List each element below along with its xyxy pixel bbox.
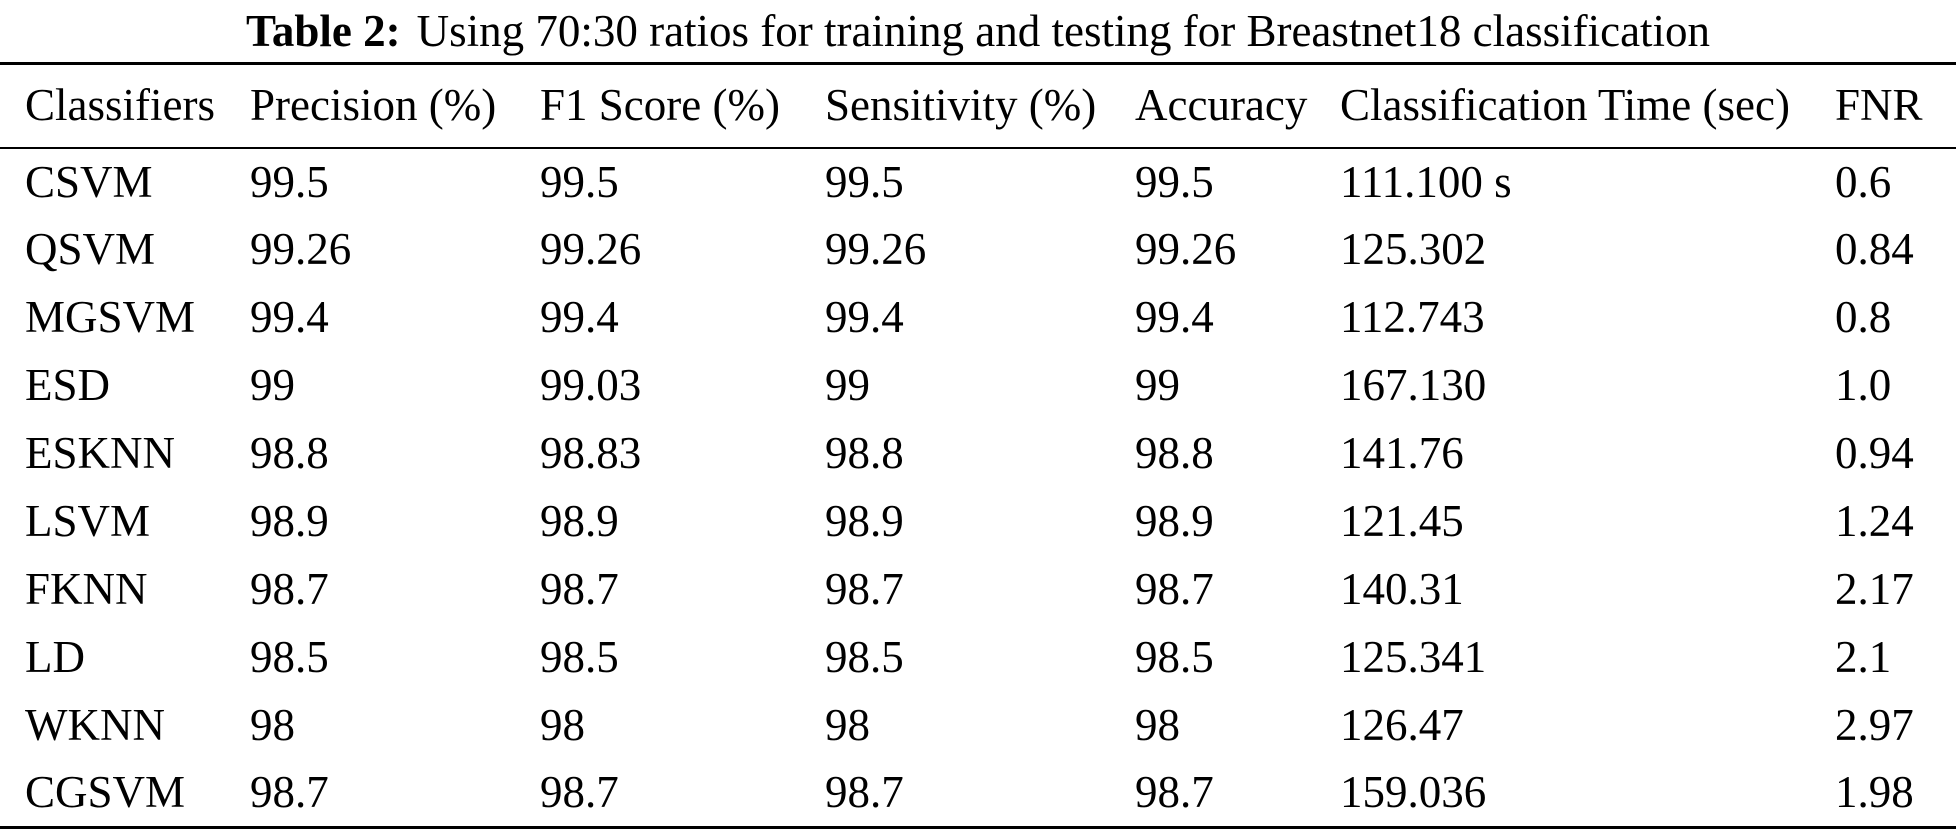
cell-fnr: 1.0 <box>1835 360 1892 410</box>
cell-precision: 98.9 <box>250 496 329 546</box>
cell-precision: 99 <box>250 360 295 410</box>
cell-precision: 99.5 <box>250 156 329 207</box>
cell-sensitivity: 98.5 <box>825 632 904 682</box>
cell-accuracy: 98.5 <box>1135 632 1214 682</box>
cell-precision: 98 <box>250 700 295 750</box>
cell-classifier: LD <box>25 632 85 682</box>
cell-classification-time: 125.341 <box>1340 632 1487 682</box>
header-classifiers: Classifiers <box>25 80 215 131</box>
cell-fnr: 1.24 <box>1835 496 1914 546</box>
cell-precision: 98.5 <box>250 632 329 682</box>
cell-sensitivity: 99.5 <box>825 156 904 207</box>
cell-fnr: 0.8 <box>1835 292 1892 342</box>
cell-classification-time: 121.45 <box>1340 496 1464 546</box>
cell-classification-time: 112.743 <box>1340 292 1485 342</box>
cell-f1-score: 98.7 <box>540 564 619 614</box>
cell-fnr: 1.98 <box>1835 767 1914 818</box>
cell-sensitivity: 98.7 <box>825 767 904 818</box>
cell-sensitivity: 99 <box>825 360 870 410</box>
cell-classifier: ESD <box>25 360 111 410</box>
cell-accuracy: 98.7 <box>1135 564 1214 614</box>
cell-accuracy: 99 <box>1135 360 1180 410</box>
cell-fnr: 0.94 <box>1835 428 1914 478</box>
cell-fnr: 0.6 <box>1835 156 1892 207</box>
cell-precision: 99.4 <box>250 292 329 342</box>
table-row: ESKNN 98.8 98.83 98.8 98.8 141.76 0.94 <box>0 420 1956 488</box>
table-row: LD 98.5 98.5 98.5 98.5 125.341 2.1 <box>0 624 1956 692</box>
cell-classification-time: 126.47 <box>1340 700 1464 750</box>
cell-f1-score: 98.5 <box>540 632 619 682</box>
cell-sensitivity: 98.8 <box>825 428 904 478</box>
table-row: WKNN 98 98 98 98 126.47 2.97 <box>0 692 1956 760</box>
cell-fnr: 0.84 <box>1835 224 1914 274</box>
table-header-row: Classifiers Precision (%) F1 Score (%) S… <box>0 64 1956 148</box>
cell-sensitivity: 98.7 <box>825 564 904 614</box>
cell-precision: 99.26 <box>250 224 352 274</box>
cell-f1-score: 98.9 <box>540 496 619 546</box>
header-precision: Precision (%) <box>250 80 497 131</box>
cell-classification-time: 159.036 <box>1340 767 1487 818</box>
table-row: MGSVM 99.4 99.4 99.4 99.4 112.743 0.8 <box>0 284 1956 352</box>
header-fnr: FNR <box>1835 80 1923 131</box>
table-row: ESD 99 99.03 99 99 167.130 1.0 <box>0 352 1956 420</box>
cell-classifier: FKNN <box>25 564 148 614</box>
cell-accuracy: 98 <box>1135 700 1180 750</box>
cell-classifier: WKNN <box>25 700 165 750</box>
cell-precision: 98.7 <box>250 767 329 818</box>
cell-classification-time: 141.76 <box>1340 428 1464 478</box>
cell-classifier: CGSVM <box>25 767 186 818</box>
cell-f1-score: 99.03 <box>540 360 642 410</box>
cell-f1-score: 98.7 <box>540 767 619 818</box>
table-caption-label: Table 2: <box>245 5 401 56</box>
cell-accuracy: 99.5 <box>1135 156 1214 207</box>
cell-classifier: MGSVM <box>25 292 196 342</box>
cell-sensitivity: 98 <box>825 700 870 750</box>
cell-precision: 98.7 <box>250 564 329 614</box>
cell-sensitivity: 99.26 <box>825 224 927 274</box>
table-row: CSVM 99.5 99.5 99.5 99.5 111.100 s 0.6 <box>0 148 1956 216</box>
table-row: FKNN 98.7 98.7 98.7 98.7 140.31 2.17 <box>0 556 1956 624</box>
header-sensitivity: Sensitivity (%) <box>825 80 1097 131</box>
header-accuracy: Accuracy <box>1135 80 1308 131</box>
table-caption-text: Using 70:30 ratios for training and test… <box>416 5 1711 56</box>
cell-sensitivity: 98.9 <box>825 496 904 546</box>
cell-f1-score: 98.83 <box>540 428 642 478</box>
table-row: QSVM 99.26 99.26 99.26 99.26 125.302 0.8… <box>0 216 1956 284</box>
header-f1-score: F1 Score (%) <box>540 80 780 131</box>
cell-f1-score: 99.26 <box>540 224 642 274</box>
cell-classifier: LSVM <box>25 496 151 546</box>
cell-accuracy: 98.8 <box>1135 428 1214 478</box>
cell-classification-time: 167.130 <box>1340 360 1487 410</box>
table-row: CGSVM 98.7 98.7 98.7 98.7 159.036 1.98 <box>0 760 1956 828</box>
cell-sensitivity: 99.4 <box>825 292 904 342</box>
results-table: Classifiers Precision (%) F1 Score (%) S… <box>0 62 1956 829</box>
cell-f1-score: 99.5 <box>540 156 619 207</box>
table-caption: Table 2: Using 70:30 ratios for training… <box>0 0 1956 62</box>
cell-f1-score: 99.4 <box>540 292 619 342</box>
header-classification-time: Classification Time (sec) <box>1340 80 1790 131</box>
cell-fnr: 2.17 <box>1835 564 1914 614</box>
cell-precision: 98.8 <box>250 428 329 478</box>
table-row: LSVM 98.9 98.9 98.9 98.9 121.45 1.24 <box>0 488 1956 556</box>
cell-fnr: 2.1 <box>1835 632 1892 682</box>
cell-classification-time: 125.302 <box>1340 224 1487 274</box>
cell-classifier: CSVM <box>25 156 153 207</box>
cell-accuracy: 98.7 <box>1135 767 1214 818</box>
cell-f1-score: 98 <box>540 700 585 750</box>
cell-classification-time: 140.31 <box>1340 564 1464 614</box>
cell-classifier: QSVM <box>25 224 156 274</box>
cell-classifier: ESKNN <box>25 428 176 478</box>
cell-fnr: 2.97 <box>1835 700 1914 750</box>
cell-accuracy: 99.26 <box>1135 224 1237 274</box>
cell-accuracy: 99.4 <box>1135 292 1214 342</box>
cell-accuracy: 98.9 <box>1135 496 1214 546</box>
cell-classification-time: 111.100 s <box>1340 156 1512 207</box>
